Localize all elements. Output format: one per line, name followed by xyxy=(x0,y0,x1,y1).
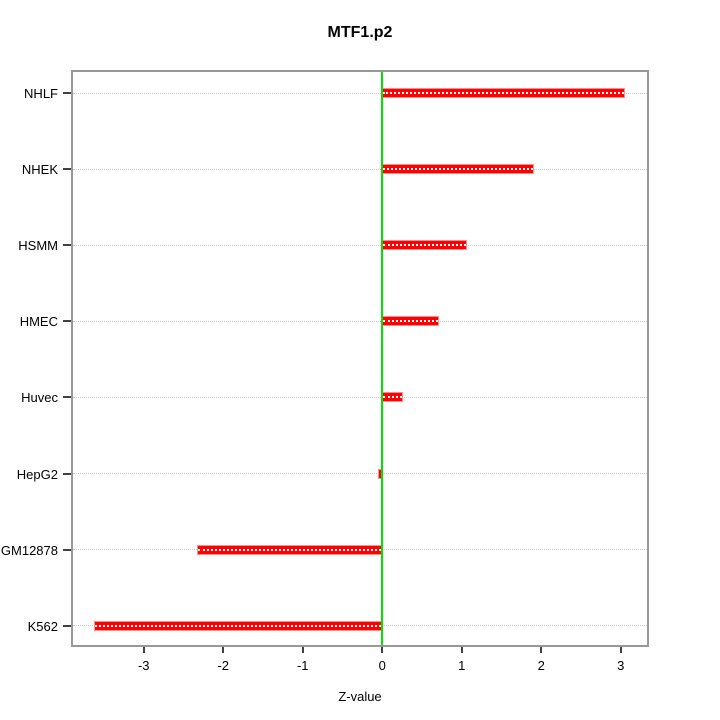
y-tick xyxy=(63,244,71,247)
y-tick-label: HSMM xyxy=(18,238,58,254)
y-tick xyxy=(63,168,71,171)
bar-centerline xyxy=(383,244,467,247)
x-tick-label: -2 xyxy=(217,658,230,673)
x-tick xyxy=(460,647,463,653)
y-tick-label: HMEC xyxy=(19,314,58,330)
bar-centerline xyxy=(383,92,624,94)
grid-line xyxy=(73,396,647,398)
grid-line xyxy=(73,320,647,322)
y-tick xyxy=(63,548,71,551)
chart-title: MTF1.p2 xyxy=(327,24,393,41)
grid-line xyxy=(73,92,647,94)
x-tick xyxy=(619,647,622,653)
x-tick xyxy=(381,647,384,653)
x-tick xyxy=(540,647,543,653)
y-tick-label: K562 xyxy=(27,618,58,634)
grid-line xyxy=(73,244,647,246)
bar-centerline xyxy=(383,320,438,323)
bar-centerline xyxy=(198,548,382,551)
x-tick-label: 3 xyxy=(617,658,625,673)
x-tick-label: -1 xyxy=(296,658,309,673)
y-tick xyxy=(63,624,71,627)
y-tick-label: HepG2 xyxy=(16,466,58,482)
x-tick-label: 2 xyxy=(537,658,545,673)
y-tick-label: GM12878 xyxy=(0,542,58,558)
y-tick-label: NHLF xyxy=(24,86,58,101)
x-tick xyxy=(301,647,304,653)
grid-line xyxy=(73,473,647,474)
x-tick xyxy=(142,647,145,653)
plot-area xyxy=(71,70,649,647)
x-tick-label: -3 xyxy=(137,658,150,673)
grid-line xyxy=(73,168,647,170)
y-tick xyxy=(63,396,71,399)
y-tick-label: Huvec xyxy=(21,390,58,406)
bar-centerline xyxy=(383,396,402,399)
y-tick-label: NHEK xyxy=(21,162,58,178)
y-tick xyxy=(63,320,71,323)
zero-line xyxy=(381,72,384,645)
bar-centerline xyxy=(95,624,382,627)
y-tick xyxy=(63,472,71,475)
x-tick-label: 1 xyxy=(458,658,466,673)
y-tick xyxy=(63,92,71,94)
x-tick xyxy=(222,647,225,653)
x-tick-label: 0 xyxy=(378,658,386,673)
x-axis-label: Z-value xyxy=(338,689,382,704)
bar-centerline xyxy=(383,168,534,171)
